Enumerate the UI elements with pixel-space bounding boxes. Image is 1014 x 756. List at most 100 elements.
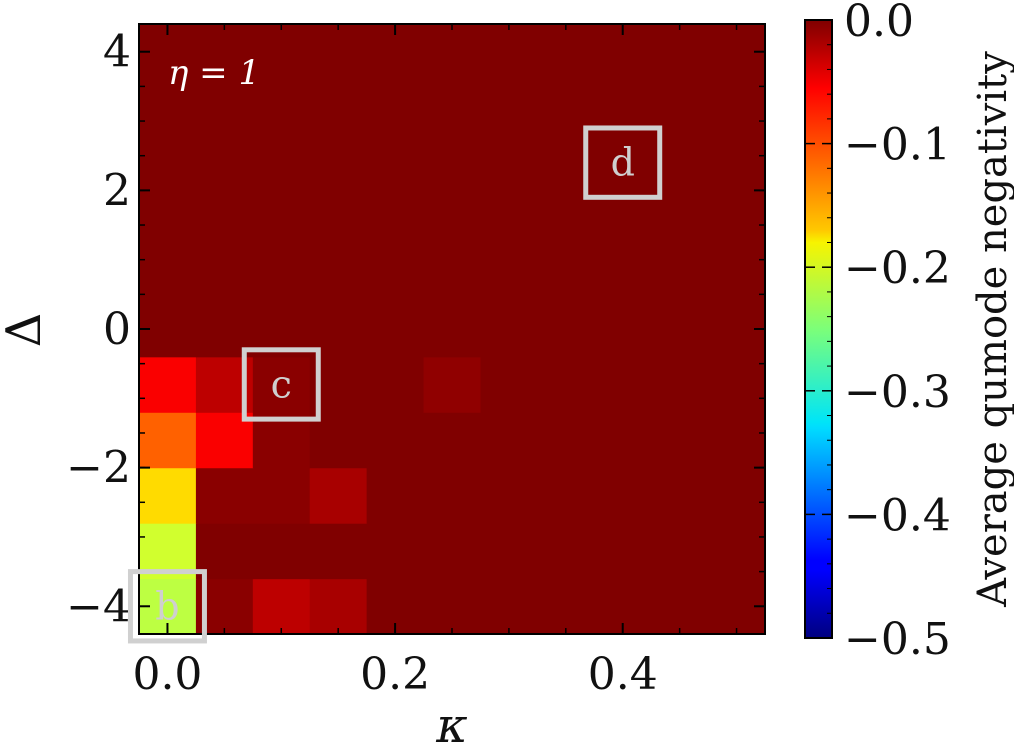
colorbar-tick-label: −0.2 <box>844 243 951 294</box>
heatmap-cell <box>480 578 538 635</box>
marker-label-d: d <box>611 141 635 185</box>
heatmap-cell <box>366 467 425 524</box>
heatmap-cell <box>423 24 482 81</box>
heatmap-cell <box>309 24 368 81</box>
heatmap-cell <box>366 190 425 247</box>
heatmap-cell <box>651 523 709 580</box>
heatmap-cell <box>480 24 538 81</box>
heatmap-cell <box>651 245 709 302</box>
heatmap-cell <box>537 412 595 469</box>
heatmap-cell <box>651 301 709 358</box>
y-tick-label: −4 <box>66 581 131 632</box>
heatmap-cell <box>537 301 595 358</box>
heatmap-cell <box>309 467 368 524</box>
heatmap-cell <box>366 356 425 413</box>
heatmap-cell <box>252 467 311 524</box>
heatmap-cell <box>252 134 311 191</box>
y-tick-label: 4 <box>103 27 131 78</box>
heatmap-cell <box>309 245 368 302</box>
heatmap-cell <box>139 245 197 302</box>
heatmap-cell <box>480 134 538 191</box>
heatmap-cell <box>195 24 254 81</box>
heatmap-cell <box>366 245 425 302</box>
colorbar <box>804 19 833 639</box>
heatmap-cell <box>594 523 652 580</box>
heatmap-cell <box>139 356 197 413</box>
heatmap-cell <box>651 467 709 524</box>
heatmap-cell <box>423 467 482 524</box>
heatmap-cell <box>423 134 482 191</box>
heatmap-cell <box>537 245 595 302</box>
heatmap-cell <box>651 356 709 413</box>
heatmap-cell <box>480 301 538 358</box>
colorbar-label: Average qumode negativity <box>970 51 1014 608</box>
colorbar-tick-label: 0.0 <box>844 0 914 47</box>
heatmap-cell <box>651 412 709 469</box>
heatmap-cell <box>708 134 766 191</box>
heatmap-cell <box>139 79 197 136</box>
heatmap-cell <box>423 301 482 358</box>
heatmap-cell <box>366 134 425 191</box>
heatmap-cell <box>309 190 368 247</box>
heatmap-cell <box>366 79 425 136</box>
heatmap-cell <box>537 356 595 413</box>
heatmap-cell <box>252 245 311 302</box>
x-tick-label: 0.0 <box>132 649 202 700</box>
heatmap-cell <box>309 134 368 191</box>
heatmap-cell <box>139 412 197 469</box>
heatmap-cell <box>708 523 766 580</box>
heatmap-cell <box>708 412 766 469</box>
heatmap-cell <box>423 578 482 635</box>
heatmap-cell <box>366 301 425 358</box>
y-tick-label: 0 <box>103 304 131 355</box>
marker-label-b: b <box>155 584 179 628</box>
heatmap-cell <box>708 467 766 524</box>
heatmap-cell <box>195 467 254 524</box>
heatmap-cell <box>423 79 482 136</box>
eta-annotation: η = 1 <box>168 53 260 93</box>
colorbar-ticks: 0.0 −0.1 −0.2 −0.3 −0.4 −0.5 <box>805 0 951 665</box>
heatmap-cell <box>252 523 311 580</box>
marker-box-d <box>583 125 663 200</box>
heatmap-cell <box>252 190 311 247</box>
heatmap-cell <box>594 356 652 413</box>
heatmap-cell <box>537 578 595 635</box>
heatmap-cell <box>537 467 595 524</box>
marker-boxes: b c d <box>127 125 663 644</box>
marker-box-c <box>241 347 321 422</box>
heatmap-cell <box>651 578 709 635</box>
heatmap-cell <box>708 79 766 136</box>
heatmap-cell <box>139 467 197 524</box>
heatmap-cell <box>195 245 254 302</box>
heatmap-cell <box>594 412 652 469</box>
y-tick-label: −2 <box>66 443 131 494</box>
marker-label-c: c <box>271 362 292 406</box>
heatmap-cell <box>537 523 595 580</box>
heatmap-cell <box>423 245 482 302</box>
heatmap-cell <box>252 578 311 635</box>
heatmap-cell <box>480 190 538 247</box>
heatmap-cell <box>423 412 482 469</box>
heatmap-cell <box>480 79 538 136</box>
heatmap-cell <box>309 578 368 635</box>
marker-box-b <box>127 569 207 644</box>
y-tick-label: 2 <box>103 165 131 216</box>
heatmap-cell <box>423 190 482 247</box>
x-tick-label: 0.4 <box>588 649 658 700</box>
x-tick-label: 0.2 <box>360 649 430 700</box>
heatmap-cell <box>423 356 482 413</box>
heatmap-cell <box>195 190 254 247</box>
heatmap-cell <box>423 523 482 580</box>
colorbar-tick-label: −0.5 <box>844 614 951 665</box>
heatmap-cell <box>594 301 652 358</box>
heatmap-cell <box>195 79 254 136</box>
heatmap-cell <box>309 523 368 580</box>
heatmap-cell <box>480 356 538 413</box>
heatmap-cell <box>252 79 311 136</box>
colorbar-tick-label: −0.1 <box>844 120 951 171</box>
heatmap-cell <box>252 24 311 81</box>
colorbar-tick-label: −0.3 <box>844 367 951 418</box>
axis-ticks: 0.0 0.2 0.4 −4 −2 0 2 4 <box>66 24 765 700</box>
heatmap-cell <box>537 24 595 81</box>
y-axis-label: Δ <box>0 313 52 348</box>
